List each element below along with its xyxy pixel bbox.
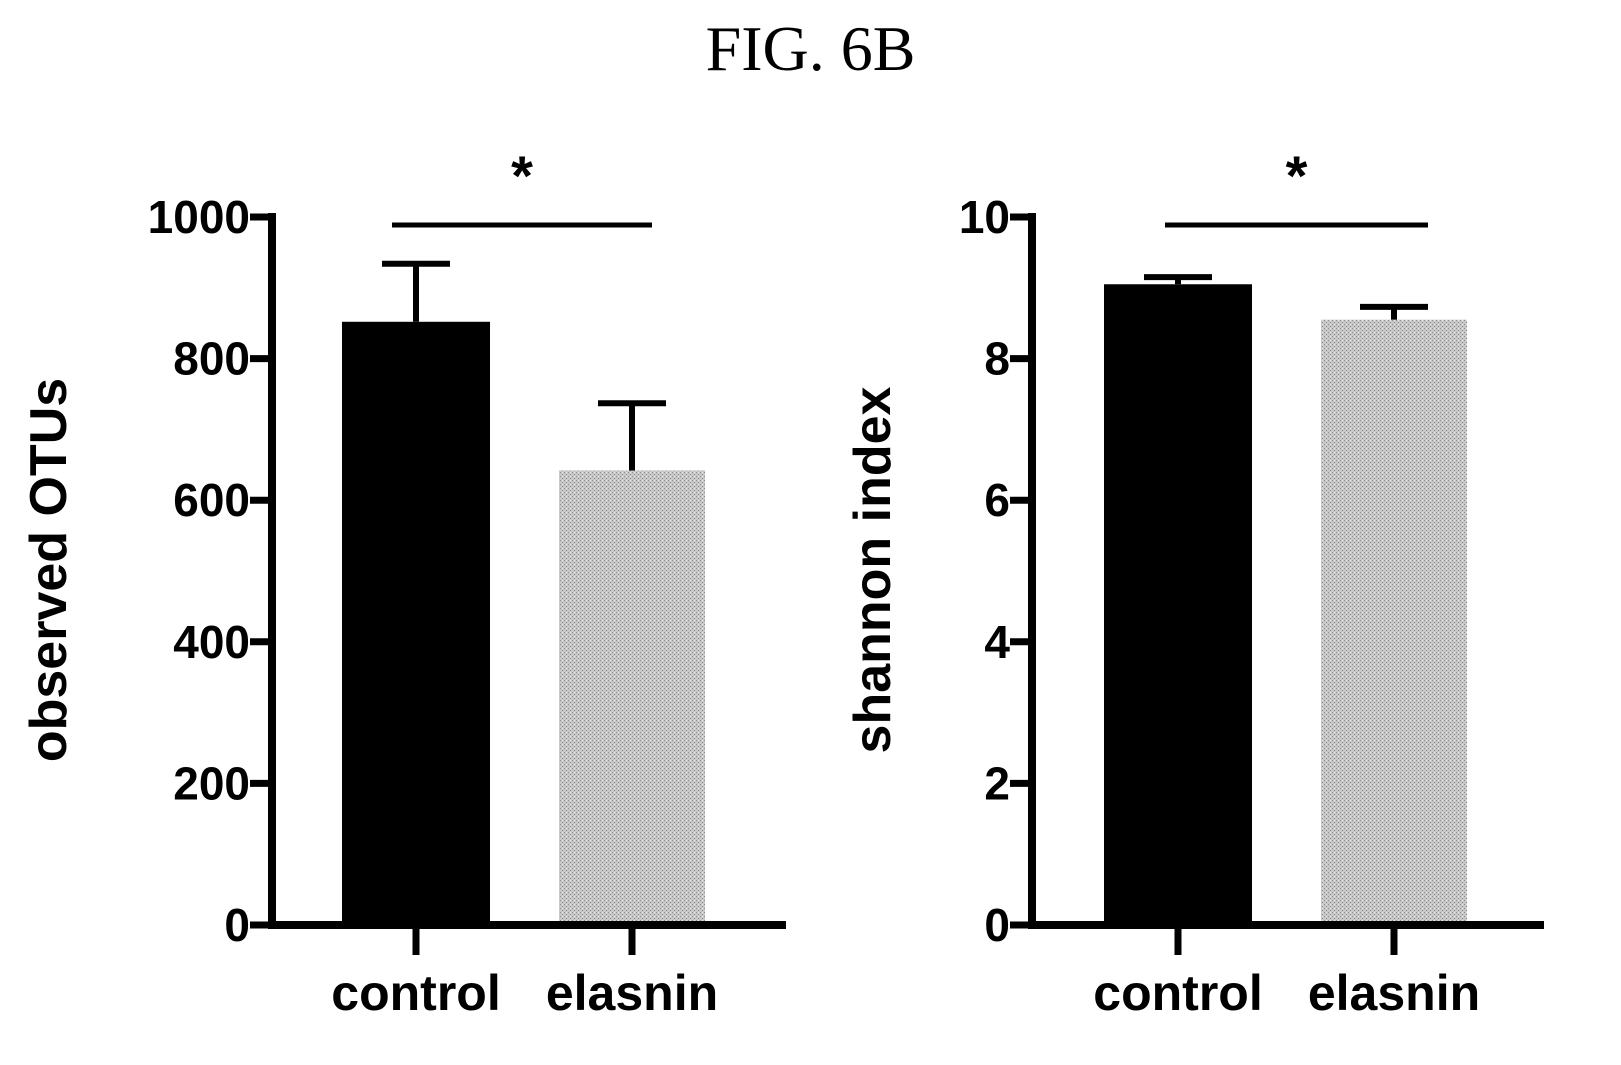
bar-elasnin: [559, 470, 705, 925]
significance-star: *: [511, 144, 533, 207]
bar-elasnin: [1321, 319, 1467, 925]
figure-title: FIG. 6B: [705, 13, 916, 84]
y-tick-label: 600: [173, 474, 250, 526]
x-category-label-control: control: [1093, 965, 1262, 1021]
significance-star: *: [1286, 144, 1308, 207]
y-tick-label: 400: [173, 616, 250, 668]
y-tick-label: 8: [984, 333, 1010, 385]
bar-control: [342, 321, 490, 925]
x-category-label-elasnin: elasnin: [1308, 965, 1480, 1021]
y-tick-label: 200: [173, 757, 250, 809]
chart-panel-1: 0 200 400 600 800 1000 control elasnin observed …: [20, 144, 786, 1021]
y-axis-title: observed OTUs: [20, 378, 78, 762]
y-tick-label: 10: [959, 191, 1010, 243]
bar-control: [1104, 284, 1252, 925]
y-tick-label: 6: [984, 474, 1010, 526]
y-tick-label: 800: [173, 333, 250, 385]
x-category-label-control: control: [331, 965, 500, 1021]
y-tick-label: 0: [984, 899, 1010, 951]
y-tick-label: 1000: [148, 191, 250, 243]
y-tick-label: 2: [984, 757, 1010, 809]
y-tick-label: 4: [984, 616, 1010, 668]
x-category-label-elasnin: elasnin: [546, 965, 718, 1021]
y-axis-title: shannon index: [844, 386, 902, 753]
y-tick-label: 0: [224, 899, 250, 951]
chart-panel-2: 0 2 4 6 8 10 control elasnin shannon index *: [844, 144, 1544, 1021]
